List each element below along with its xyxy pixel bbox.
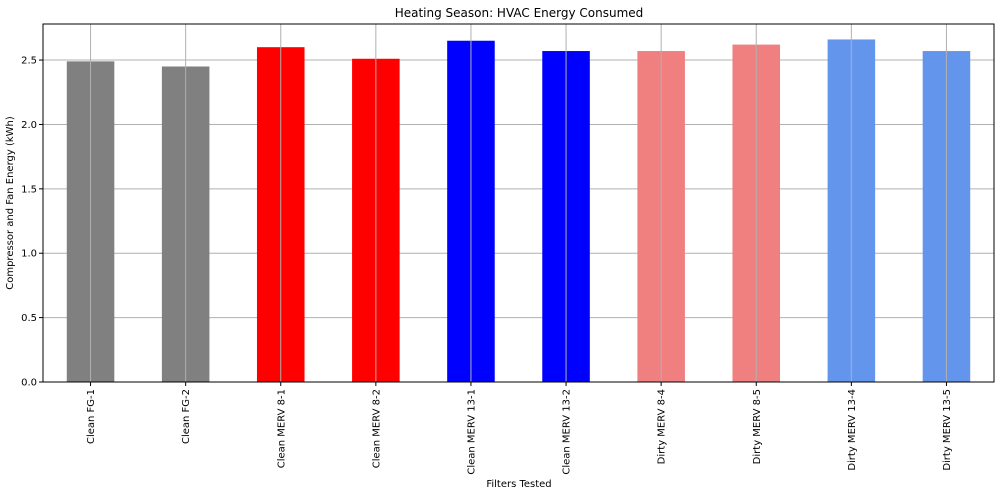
plot-frame	[42, 23, 995, 383]
y-axis-label: Compressor and Fan Energy (kWh)	[5, 116, 16, 290]
y-tick-label: 2.0	[21, 120, 37, 131]
chart-title: Heating Season: HVAC Energy Consumed	[395, 6, 644, 20]
y-tick-label: 1.0	[21, 249, 37, 260]
x-axis-label: Filters Tested	[486, 479, 551, 490]
x-tick-label: Dirty MERV 13-4	[847, 389, 858, 471]
x-tick-label: Clean MERV 13-1	[466, 389, 477, 475]
x-tick-label: Clean MERV 8-2	[371, 389, 382, 468]
vertical-grid-lines	[90, 24, 947, 382]
x-tick-label: Dirty MERV 8-4	[657, 389, 668, 464]
y-tick-label: 0.5	[21, 313, 37, 324]
bars	[66, 39, 971, 383]
x-tick-label: Clean MERV 13-2	[562, 389, 573, 475]
x-tick-label: Dirty MERV 8-5	[752, 389, 763, 464]
y-tick-label: 1.5	[21, 184, 37, 195]
y-tick-label: 0.0	[21, 378, 37, 389]
y-tick-label: 2.5	[21, 56, 37, 67]
x-tick-label: Clean FG-2	[181, 389, 192, 444]
x-axis-ticks: Clean FG-1 Clean FG-2 Clean MERV 8-1 Clean …	[86, 382, 953, 475]
y-axis-ticks: 0.0 0.5 1.0 1.5 2.0 2.5	[21, 56, 43, 389]
x-tick-label: Clean FG-1	[86, 389, 97, 444]
x-tick-label: Dirty MERV 13-5	[942, 389, 953, 471]
x-tick-label: Clean MERV 8-1	[276, 389, 287, 468]
